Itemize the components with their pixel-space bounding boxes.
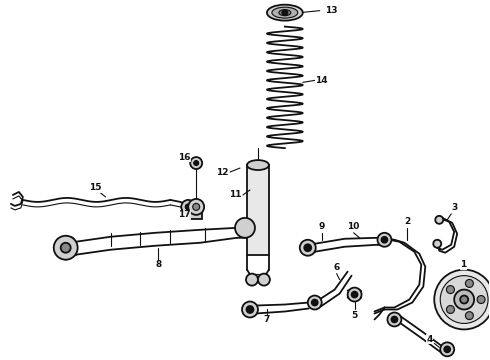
- Text: 2: 2: [404, 217, 411, 226]
- Ellipse shape: [272, 7, 298, 18]
- Circle shape: [312, 300, 318, 306]
- Circle shape: [434, 270, 490, 329]
- Circle shape: [388, 312, 401, 327]
- Circle shape: [308, 296, 322, 310]
- Circle shape: [282, 10, 288, 15]
- Circle shape: [392, 316, 397, 323]
- Text: 12: 12: [216, 167, 228, 176]
- Circle shape: [352, 292, 358, 298]
- Text: 6: 6: [334, 263, 340, 272]
- Text: 8: 8: [155, 260, 162, 269]
- Text: 4: 4: [426, 335, 433, 344]
- Circle shape: [454, 289, 474, 310]
- Circle shape: [190, 157, 202, 169]
- Circle shape: [382, 237, 388, 243]
- Circle shape: [446, 285, 454, 293]
- Text: 11: 11: [229, 190, 241, 199]
- Circle shape: [300, 240, 316, 256]
- Circle shape: [377, 233, 392, 247]
- Text: 15: 15: [89, 184, 102, 193]
- Circle shape: [477, 296, 485, 303]
- Circle shape: [466, 312, 473, 320]
- Circle shape: [444, 346, 450, 352]
- Text: 16: 16: [178, 153, 191, 162]
- Text: 9: 9: [318, 222, 325, 231]
- Circle shape: [446, 306, 454, 314]
- Text: 10: 10: [347, 222, 360, 231]
- Circle shape: [185, 204, 191, 210]
- Circle shape: [194, 161, 198, 166]
- Circle shape: [193, 203, 200, 210]
- Ellipse shape: [247, 160, 269, 170]
- Text: 13: 13: [325, 6, 338, 15]
- Circle shape: [181, 200, 195, 214]
- Circle shape: [258, 274, 270, 285]
- Circle shape: [440, 276, 488, 323]
- Circle shape: [246, 306, 253, 313]
- Circle shape: [347, 288, 362, 302]
- Bar: [190, 211, 202, 219]
- Circle shape: [440, 342, 454, 356]
- Circle shape: [460, 296, 468, 303]
- Circle shape: [54, 236, 77, 260]
- Text: 14: 14: [316, 76, 328, 85]
- Circle shape: [188, 199, 204, 215]
- Bar: [247, 165, 269, 255]
- Text: 1: 1: [460, 260, 466, 269]
- Ellipse shape: [279, 10, 291, 15]
- Circle shape: [61, 243, 71, 253]
- Circle shape: [246, 274, 258, 285]
- Circle shape: [235, 218, 255, 238]
- Ellipse shape: [267, 5, 303, 21]
- Circle shape: [435, 216, 443, 224]
- Text: 5: 5: [351, 311, 358, 320]
- Circle shape: [466, 279, 473, 287]
- Circle shape: [433, 240, 441, 248]
- Circle shape: [242, 302, 258, 318]
- Text: 3: 3: [451, 203, 457, 212]
- Circle shape: [304, 244, 311, 251]
- Text: 17: 17: [178, 210, 191, 219]
- Text: 7: 7: [264, 315, 270, 324]
